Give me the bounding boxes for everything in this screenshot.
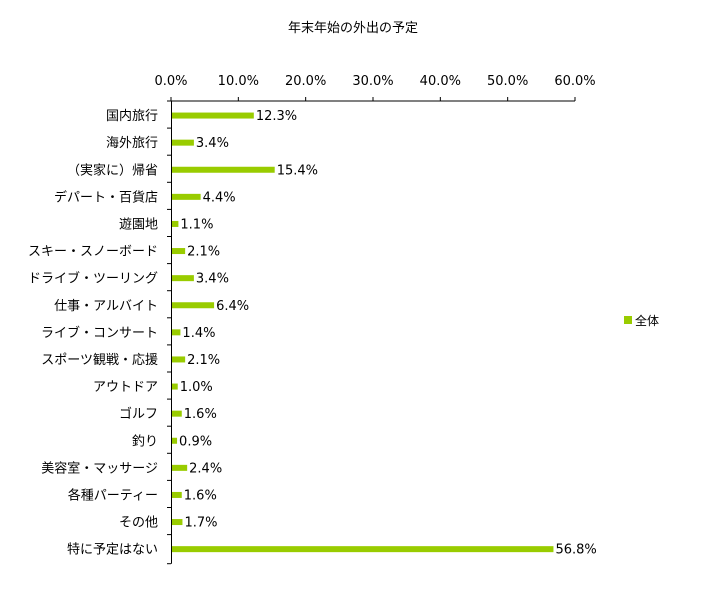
value-label: 2.1% <box>187 353 220 368</box>
bar <box>172 519 183 526</box>
value-label: 56.8% <box>555 543 596 558</box>
category-label: 国内旅行 <box>106 108 158 124</box>
value-label: 1.1% <box>180 217 213 232</box>
value-label: 3.4% <box>196 136 229 151</box>
value-label: 1.6% <box>184 407 217 422</box>
category-label: 美容室・マッサージ <box>41 460 158 476</box>
category-label: スポーツ観戦・応援 <box>41 353 158 368</box>
bar <box>172 356 186 363</box>
bar <box>172 464 188 471</box>
value-label: 1.4% <box>182 326 215 341</box>
category-label: ドライブ・ツーリング <box>28 271 158 287</box>
value-label: 1.7% <box>184 516 217 531</box>
chart-title: 年末年始の外出の予定 <box>288 21 418 36</box>
bar <box>172 437 178 444</box>
category-label: 各種パーティー <box>68 487 158 503</box>
category-label: スキー・スノーボード <box>28 245 158 260</box>
legend-label: 全体 <box>635 313 659 328</box>
value-label: 3.4% <box>196 272 229 287</box>
value-labels: 12.3% 3.4% 15.4% 4.4% 1.1% 2.1% 3.4% 6.4%1.4% 2.… <box>179 109 597 558</box>
x-tick-label: 10.0% <box>218 74 259 89</box>
x-tick-label: 20.0% <box>285 74 326 89</box>
bar <box>172 302 215 309</box>
legend-swatch <box>624 316 632 324</box>
category-label: ゴルフ <box>119 406 158 422</box>
category-label: 海外旅行 <box>106 136 158 151</box>
value-label: 2.4% <box>189 461 222 476</box>
bar <box>172 166 275 173</box>
category-label: 釣り <box>132 433 158 449</box>
bar <box>172 193 201 200</box>
bar <box>172 383 178 390</box>
value-label: 2.1% <box>187 245 220 260</box>
x-tick-label: 0.0% <box>154 74 187 89</box>
bar <box>172 220 179 227</box>
value-label: 15.4% <box>277 163 318 178</box>
bar <box>172 112 254 119</box>
bar <box>172 248 186 255</box>
value-label: 12.3% <box>256 109 297 124</box>
category-label: 遊園地 <box>119 217 158 232</box>
bar <box>172 329 181 336</box>
category-label: アウトドア <box>93 380 158 395</box>
category-label: ライブ・コンサート <box>41 325 158 341</box>
category-label: 仕事・アルバイト <box>54 299 158 314</box>
x-tick-label: 50.0% <box>487 74 528 89</box>
x-tick-label: 40.0% <box>420 74 461 89</box>
value-label: 6.4% <box>216 299 249 314</box>
bar <box>172 139 194 146</box>
bars-group <box>172 112 554 553</box>
x-tick-label: 30.0% <box>352 74 393 89</box>
value-label: 4.4% <box>203 190 236 205</box>
bar <box>172 275 194 282</box>
category-label: その他 <box>119 516 158 531</box>
x-tick-label: 60.0% <box>554 74 595 89</box>
legend: 全体 <box>624 313 659 328</box>
value-label: 1.0% <box>180 380 213 395</box>
category-label: （実家に）帰省 <box>67 162 158 178</box>
bar <box>172 546 554 553</box>
category-label: デパート・百貨店 <box>54 189 158 205</box>
value-label: 0.9% <box>179 434 212 449</box>
value-label: 1.6% <box>184 488 217 503</box>
axes <box>167 100 575 565</box>
x-axis-ticks: 0.0% 10.0% 20.0% 30.0% 40.0% 50.0% 60.0% <box>154 74 596 101</box>
bar <box>172 491 182 498</box>
bar <box>172 410 182 417</box>
category-label: 特に予定はない <box>67 543 158 558</box>
